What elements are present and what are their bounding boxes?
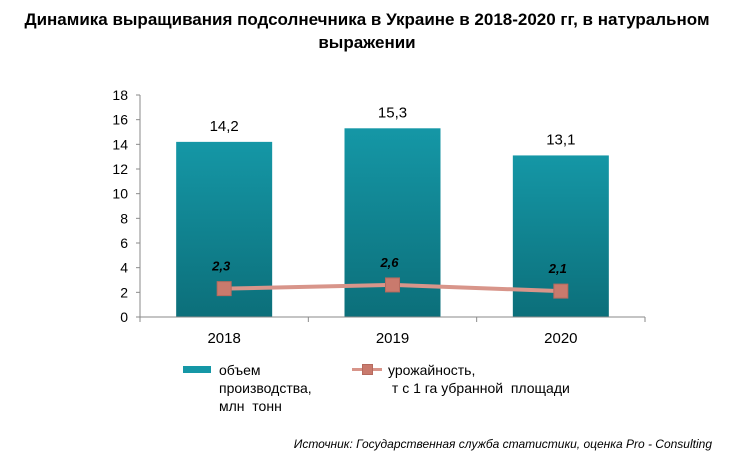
x-axis: 2018 2019 2020 bbox=[139, 316, 646, 347]
y-tick-label: 18 bbox=[112, 87, 128, 103]
y-tick-label: 12 bbox=[112, 161, 128, 177]
chart-title: Динамика выращивания подсолнечника в Укр… bbox=[24, 10, 710, 52]
x-tick-label: 2018 bbox=[207, 330, 240, 347]
legend-swatch-bar bbox=[183, 366, 211, 373]
y-tick-label: 8 bbox=[120, 210, 128, 226]
yield-point-2018 bbox=[216, 281, 232, 297]
bar-value-label: 13,1 bbox=[546, 131, 575, 148]
y-tick-label: 2 bbox=[120, 284, 128, 300]
y-tick-label: 16 bbox=[112, 112, 128, 128]
yield-line: 2,3 2,6 2,1 bbox=[211, 255, 569, 299]
y-tick-label: 14 bbox=[112, 136, 128, 152]
yield-point-2020 bbox=[553, 283, 569, 299]
yield-value-label: 2,6 bbox=[379, 255, 399, 270]
legend-swatch-line bbox=[352, 364, 382, 375]
source-note: Источник: Государственная служба статист… bbox=[293, 437, 712, 451]
bar-value-label: 15,3 bbox=[378, 104, 407, 121]
x-tick-label: 2020 bbox=[544, 330, 577, 347]
y-tick-label: 6 bbox=[120, 235, 128, 251]
yield-point-2019 bbox=[385, 277, 400, 293]
yield-value-label: 2,3 bbox=[211, 259, 231, 274]
legend-label-yield: урожайность, т с 1 га убранной площади bbox=[388, 362, 570, 396]
y-tick-label: 0 bbox=[120, 309, 128, 325]
y-axis: 0 2 4 6 8 10 12 14 16 18 bbox=[112, 87, 141, 325]
legend-label-volume: объем производства, млн тонн bbox=[219, 362, 312, 414]
x-tick-label: 2019 bbox=[376, 330, 409, 347]
y-tick-label: 10 bbox=[112, 186, 128, 202]
y-tick-label: 4 bbox=[120, 260, 128, 276]
bar-value-label: 14,2 bbox=[210, 118, 239, 135]
yield-value-label: 2,1 bbox=[548, 261, 567, 276]
